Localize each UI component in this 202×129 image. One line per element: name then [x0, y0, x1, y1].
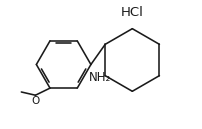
Text: HCl: HCl: [121, 6, 144, 19]
Text: O: O: [31, 96, 40, 106]
Text: NH₂: NH₂: [89, 71, 111, 84]
